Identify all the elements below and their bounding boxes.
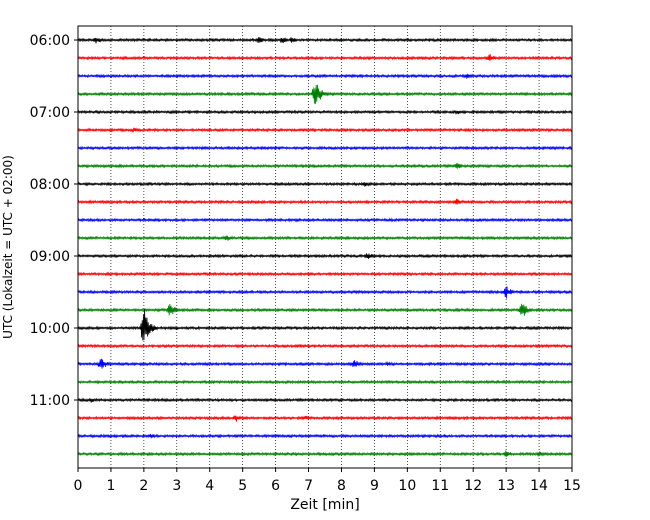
x-axis-label: Zeit [min] bbox=[290, 497, 359, 513]
seismic-trace bbox=[77, 286, 573, 299]
y-tick-label: 09:00 bbox=[30, 249, 70, 265]
x-tick-label: 13 bbox=[497, 478, 515, 494]
y-tick-label: 11:00 bbox=[30, 393, 70, 409]
seismic-trace bbox=[77, 415, 573, 422]
x-tick-label: 6 bbox=[271, 478, 280, 494]
seismic-trace bbox=[77, 271, 573, 277]
plot-frame bbox=[77, 25, 573, 469]
x-tick-label: 0 bbox=[74, 478, 83, 494]
x-tick-label: 2 bbox=[139, 478, 148, 494]
seismic-trace bbox=[77, 450, 573, 457]
x-tick-label: 12 bbox=[464, 478, 482, 494]
seismic-trace bbox=[77, 73, 573, 79]
x-tick-label: 5 bbox=[238, 478, 247, 494]
traces bbox=[77, 37, 573, 457]
x-tick-label: 11 bbox=[431, 478, 449, 494]
x-tick-label: 9 bbox=[370, 478, 379, 494]
x-tick-label: 1 bbox=[106, 478, 115, 494]
y-axis-ticks: 06:00 07:00 08:00 09:00 10:00 11:00 bbox=[30, 33, 78, 409]
seismic-trace bbox=[77, 235, 573, 241]
y-tick-label: 08:00 bbox=[30, 177, 70, 193]
seismic-trace bbox=[77, 303, 573, 316]
seismic-trace bbox=[77, 145, 573, 151]
seismic-trace bbox=[77, 433, 573, 439]
seismic-trace bbox=[77, 309, 573, 341]
x-axis-ticks: 0 1 2 3 4 5 6 7 8 9 10 11 12 13 14 15 bbox=[74, 468, 581, 494]
seismic-trace bbox=[77, 397, 573, 403]
seismic-trace bbox=[77, 198, 573, 205]
seismic-trace bbox=[77, 54, 573, 61]
seismic-trace bbox=[77, 379, 573, 385]
plot-background bbox=[78, 26, 572, 468]
y-tick-label: 10:00 bbox=[30, 321, 70, 337]
seismic-trace bbox=[77, 163, 573, 169]
seismic-trace bbox=[77, 109, 573, 115]
seismic-trace bbox=[77, 84, 573, 104]
y-axis-label: UTC (Lokalzeit = UTC + 02:00) bbox=[1, 155, 15, 339]
seismic-trace bbox=[77, 37, 573, 44]
x-tick-label: 7 bbox=[304, 478, 313, 494]
x-tick-label: 15 bbox=[563, 478, 581, 494]
seismic-trace bbox=[77, 181, 573, 187]
y-tick-label: 06:00 bbox=[30, 33, 70, 49]
x-tick-label: 3 bbox=[172, 478, 181, 494]
seismic-trace bbox=[77, 217, 573, 223]
y-tick-label: 07:00 bbox=[30, 105, 70, 121]
seismic-trace bbox=[77, 253, 573, 259]
x-tick-label: 8 bbox=[337, 478, 346, 494]
seismic-trace bbox=[77, 343, 573, 349]
x-tick-label: 10 bbox=[398, 478, 416, 494]
x-tick-label: 14 bbox=[530, 478, 548, 494]
x-tick-label: 4 bbox=[205, 478, 214, 494]
seismic-trace bbox=[77, 127, 573, 133]
seismic-trace bbox=[77, 358, 573, 369]
